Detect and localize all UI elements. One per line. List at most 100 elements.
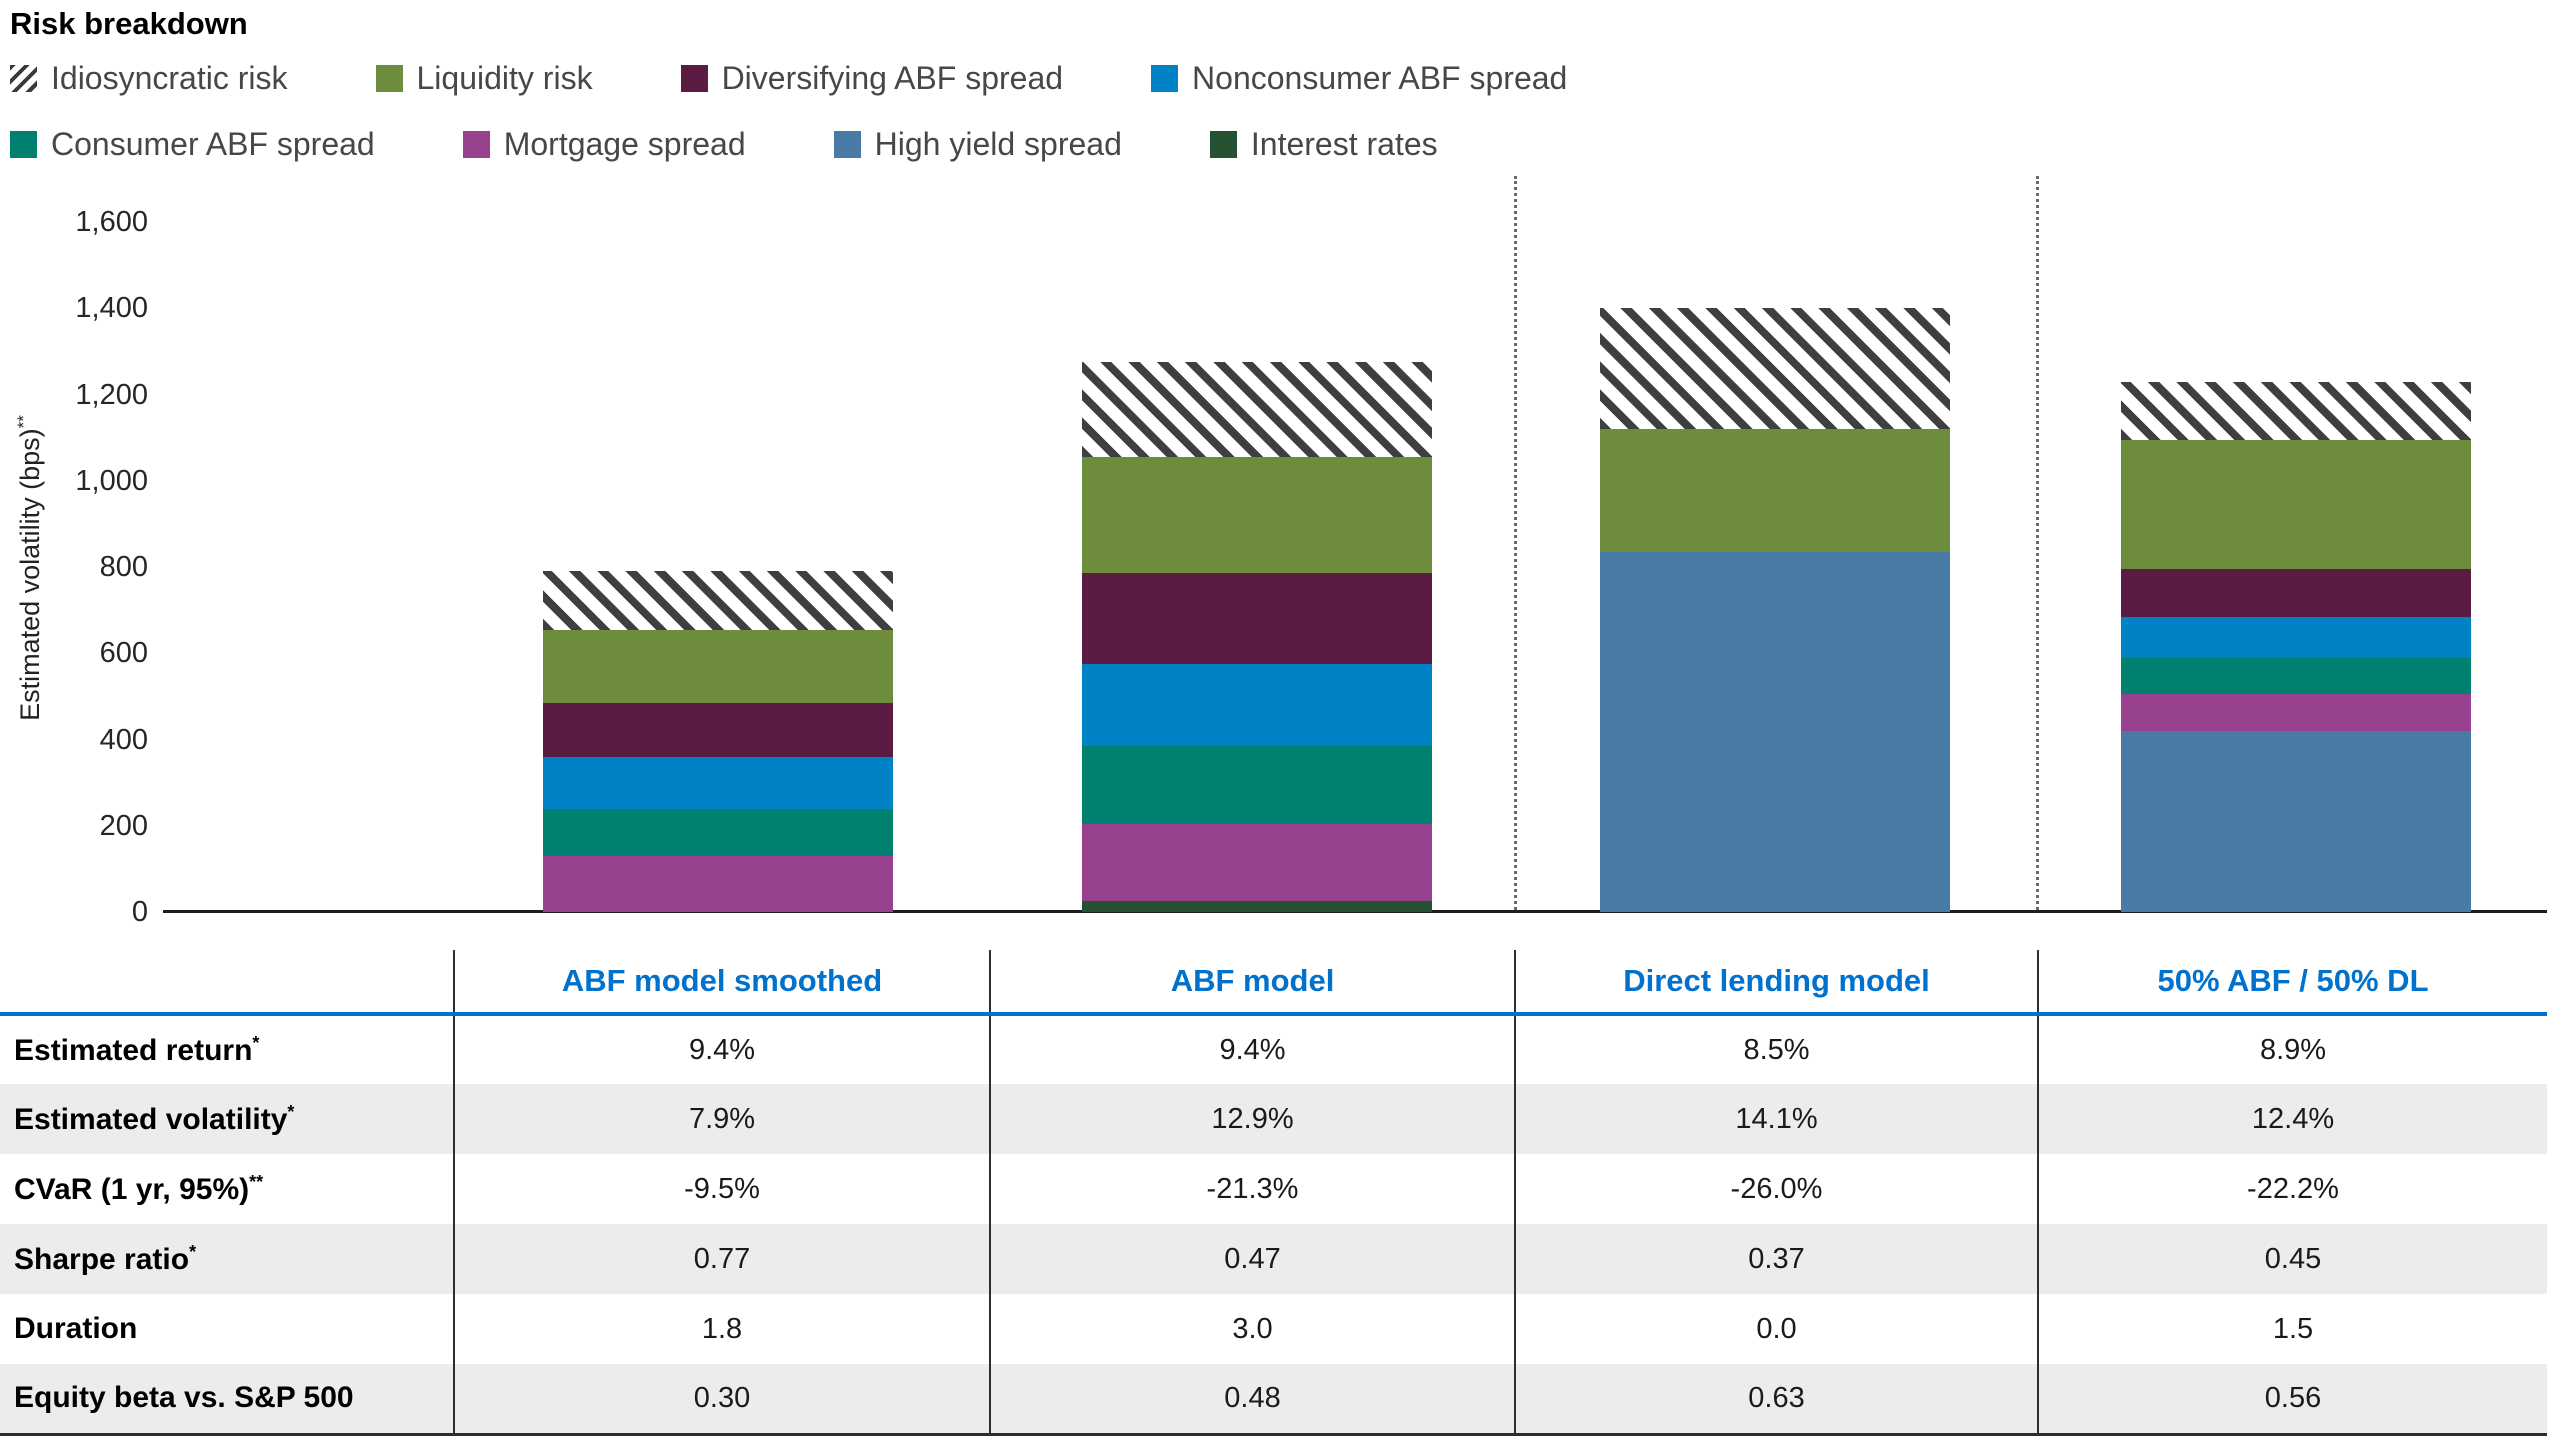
cell-sharpe-ratio-50-abf-50-dl: 0.45	[2037, 1224, 2547, 1294]
dotted-column-separator-2	[2036, 176, 2039, 910]
chart-title: Risk breakdown	[10, 6, 248, 41]
segment-diversifying-abf-spread	[543, 702, 893, 757]
y-axis-tick-label: 1,400	[75, 292, 148, 325]
y-axis-label-superscript: **	[14, 415, 33, 429]
column-header-50-abf-50-dl: 50% ABF / 50% DL	[2037, 950, 2547, 1016]
cell-estimated-return-direct-lending-model: 8.5%	[1514, 1014, 2038, 1084]
mortgage-spread-swatch-icon	[462, 131, 490, 158]
row-label-superscript: *	[287, 1101, 295, 1122]
segment-liquidity-risk	[543, 629, 893, 703]
segment-idiosyncratic-risk	[543, 571, 893, 630]
metrics-table: ABF model smoothed ABF model Direct lendin…	[0, 950, 2547, 1436]
cell-duration-50-abf-50-dl: 1.5	[2037, 1294, 2547, 1364]
cell-estimated-return-50-abf-50-dl: 8.9%	[2037, 1014, 2547, 1084]
row-label-superscript: *	[252, 1032, 260, 1053]
segment-consumer-abf-spread	[2121, 657, 2471, 695]
legend-label: Diversifying ABF spread	[721, 60, 1064, 96]
row-label-text: Duration	[14, 1312, 138, 1345]
segment-nonconsumer-abf-spread	[2121, 616, 2471, 658]
y-axis-tick-label: 1,000	[75, 464, 148, 497]
cell-cvar-1-yr-95-50-abf-50-dl: -22.2%	[2037, 1154, 2547, 1224]
segment-diversifying-abf-spread	[2121, 569, 2471, 617]
consumer-abf-spread-swatch-icon	[10, 131, 37, 158]
nonconsumer-abf-spread-swatch-icon	[1151, 65, 1179, 92]
y-axis-tick-label: 200	[99, 809, 148, 842]
segment-liquidity-risk	[2121, 439, 2471, 570]
legend-item-idiosyncratic-risk: Idiosyncratic risk	[10, 60, 288, 97]
cell-cvar-1-yr-95-direct-lending-model: -26.0%	[1514, 1154, 2038, 1224]
cell-equity-beta-vs-s-p-500-direct-lending-model: 0.63	[1514, 1364, 2038, 1436]
column-header-abf-model-smoothed: ABF model smoothed	[453, 950, 990, 1016]
cell-duration-direct-lending-model: 0.0	[1514, 1294, 2038, 1364]
legend-label: Idiosyncratic risk	[51, 60, 288, 96]
segment-mortgage-spread	[2121, 694, 2471, 731]
legend-item-liquidity-risk: Liquidity risk	[375, 60, 593, 97]
column-header-direct-lending-model: Direct lending model	[1514, 950, 2038, 1016]
table-row-estimated-return: Estimated return* 9.4% 9.4% 8.5% 8.9%	[0, 1014, 2547, 1084]
cell-estimated-volatility-50-abf-50-dl: 12.4%	[2037, 1084, 2547, 1154]
segment-liquidity-risk	[1600, 429, 1950, 552]
legend-label: Interest rates	[1250, 126, 1438, 162]
cell-equity-beta-vs-s-p-500-50-abf-50-dl: 0.56	[2037, 1364, 2547, 1436]
row-label: CVaR (1 yr, 95%)**	[0, 1154, 454, 1224]
segment-consumer-abf-spread	[543, 808, 893, 856]
segment-diversifying-abf-spread	[1082, 573, 1432, 665]
legend-item-interest-rates: Interest rates	[1209, 126, 1438, 163]
table-corner-cell	[0, 950, 454, 1016]
y-axis-tick-label: 1,600	[75, 206, 148, 238]
segment-idiosyncratic-risk	[1082, 362, 1432, 458]
table-row-duration: Duration 1.8 3.0 0.0 1.5	[0, 1294, 2547, 1364]
legend-item-nonconsumer-abf-spread: Nonconsumer ABF spread	[1151, 60, 1567, 97]
cell-estimated-return-abf-model: 9.4%	[989, 1014, 1515, 1084]
cell-equity-beta-vs-s-p-500-abf-model: 0.48	[989, 1364, 1515, 1436]
row-label-superscript: *	[189, 1241, 197, 1262]
row-label: Equity beta vs. S&P 500	[0, 1364, 454, 1436]
segment-idiosyncratic-risk	[1600, 308, 1950, 429]
idiosyncratic-risk-swatch-icon	[10, 65, 37, 92]
row-label-superscript: **	[249, 1171, 264, 1192]
y-axis-tick-label: 600	[99, 637, 148, 670]
segment-interest-rates	[1082, 901, 1432, 912]
interest-rates-swatch-icon	[1209, 131, 1237, 158]
row-label: Duration	[0, 1294, 454, 1364]
diversifying-abf-spread-swatch-icon	[680, 65, 708, 92]
legend-label: Consumer ABF spread	[51, 126, 375, 162]
segment-nonconsumer-abf-spread	[543, 756, 893, 809]
legend-label: Mortgage spread	[503, 126, 746, 162]
cell-cvar-1-yr-95-abf-model: -21.3%	[989, 1154, 1515, 1224]
table-row-sharpe-ratio: Sharpe ratio* 0.77 0.47 0.37 0.45	[0, 1224, 2547, 1294]
row-label: Sharpe ratio*	[0, 1224, 454, 1294]
legend-row-1: Idiosyncratic risk Liquidity risk Diversif…	[10, 60, 1567, 97]
row-label-text: CVaR (1 yr, 95%)	[14, 1172, 250, 1206]
row-label: Estimated volatility*	[0, 1084, 454, 1154]
legend-item-diversifying-abf-spread: Diversifying ABF spread	[680, 60, 1064, 97]
table-row-estimated-volatility: Estimated volatility* 7.9% 12.9% 14.1% 12.4%	[0, 1084, 2547, 1154]
row-label-text: Estimated volatility	[14, 1102, 288, 1136]
cell-duration-abf-model-smoothed: 1.8	[453, 1294, 990, 1364]
table-header-row: ABF model smoothed ABF model Direct lendin…	[0, 950, 2547, 1016]
cell-sharpe-ratio-abf-model: 0.47	[989, 1224, 1515, 1294]
table-row-equity-beta-vs-s-p-500: Equity beta vs. S&P 500 0.30 0.48 0.63 0.56	[0, 1364, 2547, 1436]
segment-nonconsumer-abf-spread	[1082, 664, 1432, 746]
row-label-text: Sharpe ratio	[14, 1242, 190, 1276]
y-axis-tick-label: 0	[131, 896, 148, 928]
y-axis-tick-label: 400	[99, 723, 148, 756]
cell-estimated-return-abf-model-smoothed: 9.4%	[453, 1014, 990, 1084]
row-label-text: Estimated return	[14, 1033, 253, 1067]
row-label: Estimated return*	[0, 1014, 454, 1084]
segment-consumer-abf-spread	[1082, 745, 1432, 824]
segment-high-yield-spread	[1600, 551, 1950, 912]
legend-label: Nonconsumer ABF spread	[1192, 60, 1568, 96]
segment-mortgage-spread	[1082, 823, 1432, 902]
cell-sharpe-ratio-abf-model-smoothed: 0.77	[453, 1224, 990, 1294]
y-axis-tick-label: 1,200	[75, 378, 148, 411]
segment-idiosyncratic-risk	[2121, 381, 2471, 440]
dotted-column-separator-1	[1514, 176, 1517, 910]
cell-sharpe-ratio-direct-lending-model: 0.37	[1514, 1224, 2038, 1294]
high-yield-spread-swatch-icon	[833, 131, 861, 158]
legend-row-2: Consumer ABF spread Mortgage spread High y…	[10, 126, 1438, 163]
legend-item-consumer-abf-spread: Consumer ABF spread	[10, 126, 375, 163]
y-axis-tick-label: 800	[99, 551, 148, 583]
segment-mortgage-spread	[543, 855, 893, 912]
